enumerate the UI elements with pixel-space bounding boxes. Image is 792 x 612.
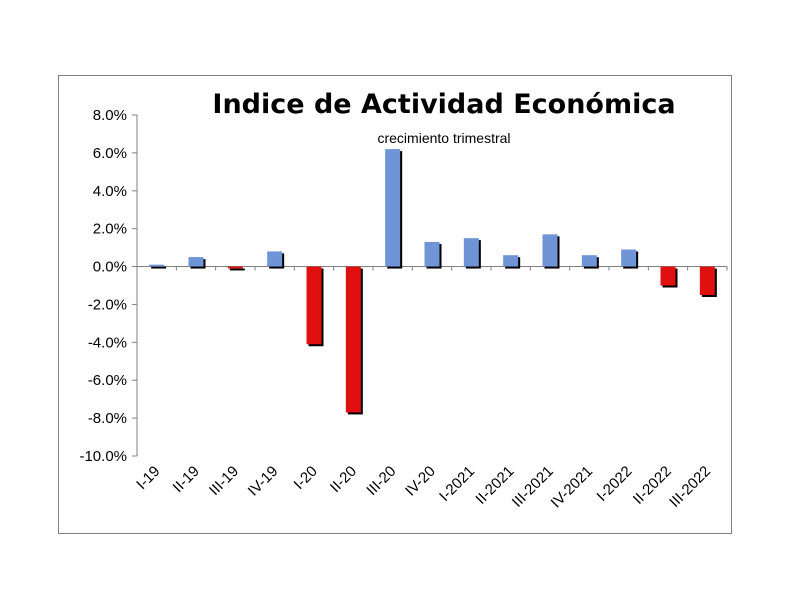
bar-shadow — [229, 268, 245, 271]
y-tick-label: -4.0% — [88, 334, 127, 351]
chart-title: Indice de Actividad Económica — [212, 89, 675, 120]
bar-II-20 — [345, 266, 361, 413]
chart-subtitle: crecimiento trimestral — [377, 130, 510, 146]
x-tick-label: I-19 — [133, 463, 163, 493]
x-tick-label: III-19 — [206, 463, 242, 499]
y-tick-label: -8.0% — [88, 410, 127, 427]
bar-I-2022 — [621, 249, 637, 267]
y-tick-label: -10.0% — [79, 448, 127, 465]
bar-I-19 — [149, 264, 165, 267]
x-tick-label: I-2022 — [593, 463, 635, 505]
y-tick-label: 2.0% — [93, 221, 127, 238]
y-tick-label: 8.0% — [93, 107, 127, 124]
y-axis-ticks: 8.0% 6.0% 4.0% 2.0% 0.0% -2.0% -4.0% -6.0% -8.0%… — [79, 107, 137, 465]
chart-bars — [149, 149, 717, 415]
y-tick-label: 0.0% — [93, 259, 127, 276]
chart-frame — [58, 75, 732, 534]
bar-I-20 — [306, 266, 322, 345]
bar-II-2021 — [503, 255, 519, 267]
x-tick-label: II-20 — [327, 463, 360, 496]
bar-II-2022 — [660, 266, 676, 286]
x-tick-label: III-2021 — [509, 463, 557, 511]
bar-III-2022 — [699, 266, 715, 295]
x-tick-label: I-20 — [291, 463, 321, 493]
y-tick-label: 6.0% — [93, 145, 127, 162]
bar-IV-2021 — [581, 255, 597, 267]
x-tick-label: II-19 — [170, 463, 203, 496]
bar-III-20 — [385, 149, 401, 267]
bar-II-19 — [188, 257, 204, 267]
y-tick-label: 4.0% — [93, 183, 127, 200]
bar-IV-19 — [267, 251, 283, 267]
bar-shadow — [151, 266, 167, 269]
x-tick-label: I-2021 — [436, 463, 478, 505]
bar-I-2021 — [463, 238, 479, 267]
bar-III-19 — [227, 266, 243, 269]
x-tick-label: IV-2021 — [548, 463, 597, 512]
chart-axes — [136, 115, 727, 456]
x-axis-ticks: I-19 II-19 III-19 IV-19 I-20 II-20 III-20 IV-20… — [133, 266, 728, 512]
y-tick-label: -2.0% — [88, 296, 127, 313]
x-tick-label: IV-19 — [245, 463, 282, 500]
x-tick-label: III-2022 — [666, 463, 714, 511]
x-tick-label: III-20 — [363, 463, 399, 499]
bar-IV-20 — [424, 241, 440, 267]
bar-III-2021 — [542, 234, 558, 267]
x-tick-label: IV-20 — [402, 463, 439, 500]
y-tick-label: -6.0% — [88, 372, 127, 389]
